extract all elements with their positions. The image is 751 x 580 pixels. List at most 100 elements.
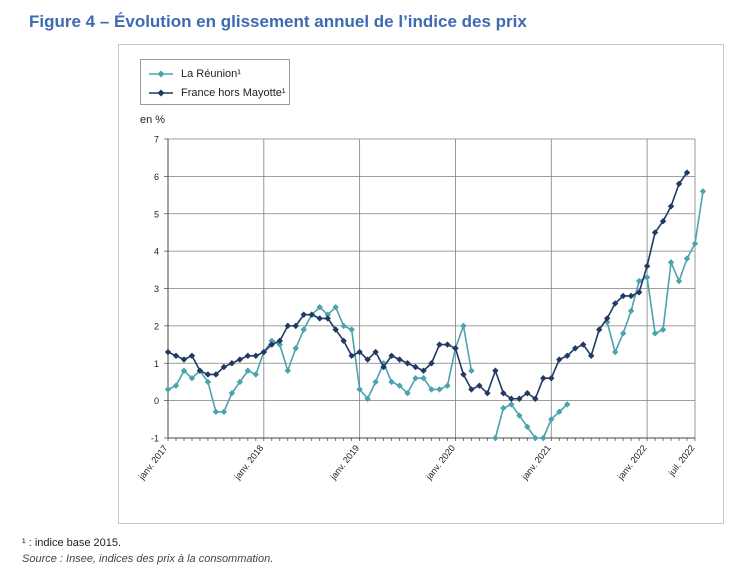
data-point-reunion [180, 367, 188, 374]
data-point-france [659, 218, 667, 225]
data-point-france [340, 337, 347, 345]
data-point-reunion [324, 311, 331, 318]
data-point-france [292, 322, 299, 330]
data-point-reunion [651, 330, 659, 337]
legend-marker-france [149, 89, 173, 97]
data-point-reunion [316, 303, 323, 311]
y-tick-label: 6 [154, 172, 159, 182]
data-point-reunion [548, 416, 555, 423]
data-point-france [508, 395, 515, 402]
data-point-reunion [627, 307, 635, 315]
data-point-france [643, 262, 651, 270]
data-point-france [452, 345, 459, 352]
data-point-france [260, 348, 268, 356]
x-tick-label: janv. 2018 [232, 443, 266, 482]
data-point-france [372, 348, 379, 356]
data-point-reunion [164, 386, 172, 393]
data-point-france [196, 367, 204, 374]
data-point-france [532, 395, 539, 402]
data-point-france [564, 352, 571, 359]
data-point-reunion [188, 375, 196, 382]
data-point-france [276, 337, 283, 345]
data-point-reunion [356, 386, 363, 393]
data-point-reunion [228, 389, 236, 397]
data-point-france [404, 360, 411, 367]
data-point-france [667, 203, 675, 210]
data-point-reunion [643, 274, 651, 281]
data-point-reunion [500, 404, 507, 412]
data-point-france [675, 180, 683, 188]
data-point-reunion [244, 367, 252, 374]
data-point-france [683, 169, 691, 176]
data-point-france [380, 363, 387, 371]
data-point-reunion [516, 412, 523, 419]
data-point-france [172, 352, 180, 359]
data-point-france [236, 356, 244, 363]
data-point-france [572, 345, 579, 352]
x-tick-label: janv. 2021 [519, 443, 553, 482]
y-tick-label: 7 [154, 135, 159, 145]
data-point-reunion [635, 277, 643, 285]
data-point-reunion [292, 345, 299, 352]
data-point-reunion [603, 318, 611, 326]
data-point-france [595, 326, 603, 333]
data-point-reunion [364, 395, 371, 402]
data-point-france [212, 371, 220, 378]
chart-legend: La Réunion¹ France hors Mayotte¹ [140, 59, 290, 105]
data-point-reunion [204, 378, 212, 386]
data-point-france [364, 356, 371, 363]
y-axis-unit-label: en % [140, 114, 166, 126]
data-point-reunion [332, 303, 339, 311]
data-point-france [284, 322, 291, 330]
data-point-france [492, 367, 499, 374]
data-point-france [348, 352, 355, 359]
data-point-france [204, 371, 212, 378]
data-point-reunion [508, 401, 515, 408]
legend-label-france: France hors Mayotte¹ [181, 87, 286, 99]
y-tick-label: 4 [154, 247, 159, 257]
data-point-reunion [428, 386, 435, 393]
data-point-france [484, 389, 491, 397]
data-point-reunion [300, 326, 307, 333]
data-point-reunion [372, 378, 379, 386]
grid-layer [167, 138, 696, 438]
legend-item-reunion: La Réunion¹ [149, 66, 241, 82]
data-point-reunion [284, 367, 291, 374]
data-point-france [611, 300, 619, 307]
y-tick-label: 5 [154, 209, 159, 219]
y-tick-label: 0 [154, 396, 159, 406]
x-tick-label: janv. 2020 [423, 443, 457, 482]
data-point-france [268, 341, 276, 348]
data-point-france [164, 348, 172, 356]
data-point-reunion [468, 367, 475, 374]
series-layer [164, 169, 707, 442]
data-point-reunion [396, 382, 403, 389]
data-point-reunion [619, 330, 627, 337]
x-tick-label: janv. 2019 [328, 443, 362, 482]
data-point-france [587, 352, 595, 359]
data-point-reunion [348, 326, 355, 333]
legend-item-france: France hors Mayotte¹ [149, 85, 286, 101]
data-point-reunion [540, 434, 547, 442]
data-point-reunion [252, 371, 260, 378]
data-point-france [396, 356, 403, 363]
data-point-reunion [388, 378, 395, 386]
y-tick-label: -1 [151, 434, 159, 444]
data-point-france [516, 395, 523, 402]
data-point-reunion [420, 375, 427, 382]
data-point-france [444, 341, 451, 348]
data-point-france [244, 352, 252, 359]
y-tick-label: 2 [154, 321, 159, 331]
x-tick-label: juil. 2022 [666, 443, 697, 478]
data-point-france [580, 341, 587, 348]
series-line-france [167, 172, 688, 400]
data-point-france [428, 360, 435, 367]
data-point-reunion [276, 341, 283, 348]
data-point-reunion [444, 382, 451, 389]
data-point-france [500, 389, 507, 397]
data-point-reunion [691, 240, 699, 247]
data-point-france [548, 375, 555, 382]
data-point-france [188, 352, 196, 359]
data-point-reunion [683, 255, 691, 262]
